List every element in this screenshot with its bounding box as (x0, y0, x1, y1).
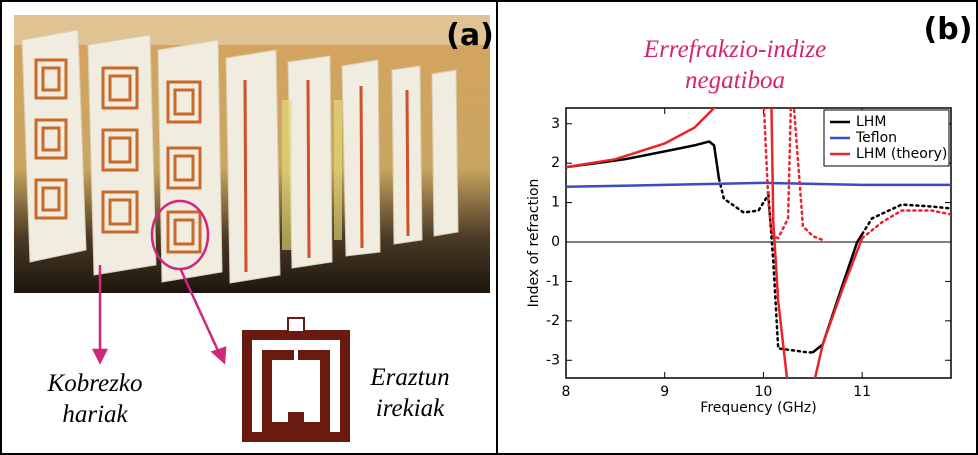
y-tick-label: -3 (546, 352, 560, 368)
y-tick-label: 3 (551, 116, 560, 132)
legend-label: LHM (theory) (856, 146, 947, 162)
series-line (566, 142, 862, 353)
wire-label: Kobrezko hariak (20, 368, 170, 430)
y-tick-label: 0 (551, 234, 560, 250)
y-tick-label: 2 (551, 155, 560, 171)
y-tick-label: -1 (546, 273, 560, 289)
ring-label: Eraztun irekiak (350, 362, 470, 424)
x-axis-label: Frequency (GHz) (700, 400, 816, 416)
photo (14, 15, 490, 293)
panel-label: (a) (440, 18, 500, 53)
y-axis-label: Index of refraction (526, 179, 542, 308)
y-tick-label: 1 (551, 195, 560, 211)
y-tick-label: -2 (546, 313, 560, 329)
series-line (566, 183, 951, 187)
figure: 8 9 10 11 -3 -2 -1 0 1 2 3 Frequency (GHz) Index of … (0, 0, 978, 455)
legend-label: LHM (856, 114, 886, 130)
legend-label: Teflon (855, 130, 897, 146)
x-tick-label: 11 (853, 384, 871, 400)
series-line-dotted (719, 179, 951, 353)
chart-title: Errefrakzio-indize negatiboa (600, 34, 870, 96)
panel-label: (b) (918, 12, 978, 47)
x-tick-label: 10 (755, 384, 773, 400)
x-tick-label: 9 (660, 384, 669, 400)
split-ring-icon (242, 318, 350, 442)
x-tick-label: 8 (562, 384, 571, 400)
